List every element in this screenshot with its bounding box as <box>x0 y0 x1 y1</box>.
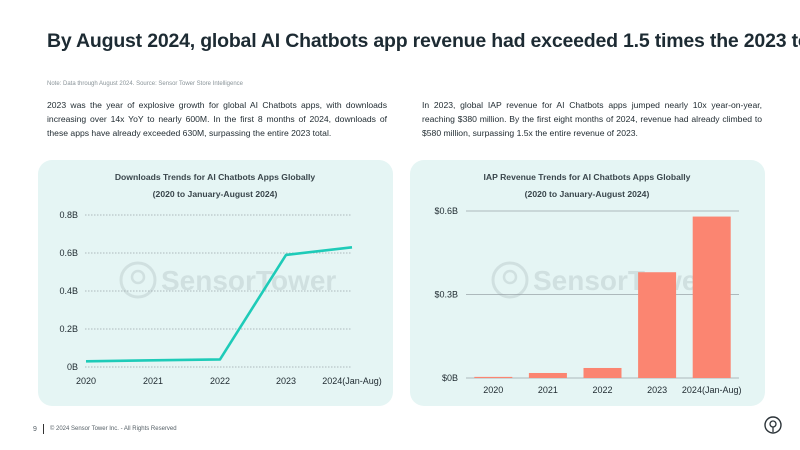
downloads-summary-text: 2023 was the year of explosive growth fo… <box>47 100 387 138</box>
x-tick-label: 2023 <box>276 376 296 386</box>
y-tick-label: $0B <box>442 373 458 383</box>
x-tick-label: 2020 <box>483 385 503 395</box>
x-tick-label: 2021 <box>143 376 163 386</box>
page-number: 9 <box>33 425 37 433</box>
y-tick-label: $0.3B <box>434 290 458 300</box>
watermark-icon <box>119 261 157 299</box>
revenue-bar-chart: IAP Revenue Trends for AI Chatbots Apps … <box>434 172 742 395</box>
watermark-icon-inner <box>130 269 146 285</box>
watermark-icon-inner <box>502 269 518 285</box>
revenue-chart-card: IAP Revenue Trends for AI Chatbots Apps … <box>410 160 765 406</box>
chart-title-line1: Downloads Trends for AI Chatbots Apps Gl… <box>115 172 316 182</box>
chart-subtitle: (2020 to January-August 2024) <box>153 189 278 199</box>
downloads-series-line <box>85 246 353 363</box>
chart-title-line1: IAP Revenue Trends for AI Chatbots Apps … <box>484 172 691 182</box>
y-tick-label: 0.6B <box>59 248 78 258</box>
x-tick-label: 2022 <box>210 376 230 386</box>
footer-divider <box>42 424 44 434</box>
revenue-bar <box>474 376 513 378</box>
revenue-bar <box>528 372 567 378</box>
footer: 9 © 2024 Sensor Tower Inc. - All Rights … <box>33 424 177 434</box>
page-title: By August 2024, global AI Chatbots app r… <box>47 30 800 52</box>
sensor-tower-logo-icon <box>764 416 782 434</box>
x-tick-label: 2021 <box>538 385 558 395</box>
revenue-bar <box>583 367 622 378</box>
watermark: SensorTower <box>491 261 708 299</box>
x-tick-label: 2022 <box>592 385 612 395</box>
watermark-text: SensorTower <box>533 265 708 296</box>
revenue-summary-text: In 2023, global IAP revenue for AI Chatb… <box>422 100 762 138</box>
revenue-bar <box>692 216 731 378</box>
copyright-text: © 2024 Sensor Tower Inc. - All Rights Re… <box>49 426 177 432</box>
chart-subtitle: (2020 to January-August 2024) <box>525 189 650 199</box>
y-tick-label: 0.4B <box>59 286 78 296</box>
y-tick-label: 0.8B <box>59 210 78 220</box>
downloads-line-chart: Downloads Trends for AI Chatbots Apps Gl… <box>59 172 382 386</box>
revenue-bar <box>638 272 677 378</box>
source-note: Note: Data through August 2024. Source: … <box>47 81 244 87</box>
x-tick-label: 2020 <box>76 376 96 386</box>
x-tick-label: 2024(Jan-Aug) <box>682 385 742 395</box>
y-tick-label: 0B <box>67 362 78 372</box>
y-tick-label: 0.2B <box>59 324 78 334</box>
watermark-icon <box>491 261 529 299</box>
x-tick-label: 2023 <box>647 385 667 395</box>
x-tick-label: 2024(Jan-Aug) <box>322 376 382 386</box>
y-tick-label: $0.6B <box>434 206 458 216</box>
watermark: SensorTower <box>119 261 336 299</box>
downloads-chart-card: Downloads Trends for AI Chatbots Apps Gl… <box>38 160 393 406</box>
